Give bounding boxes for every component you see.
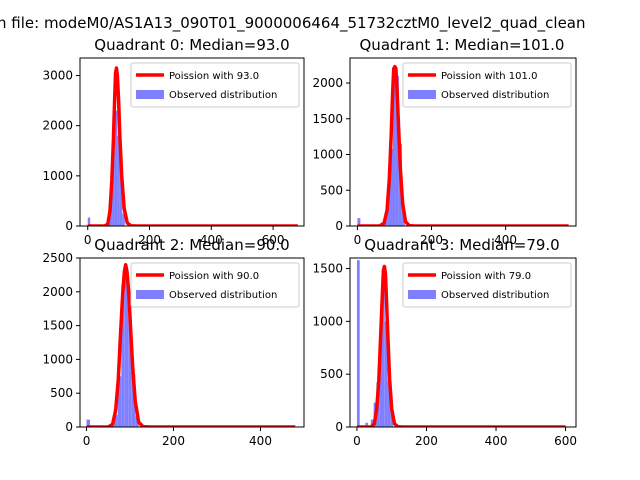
legend-patch-swatch [408, 290, 436, 299]
histogram-bar [114, 110, 118, 226]
panel-3: Quadrant 3: Median=79.00 200 400 6000500100… [312, 236, 577, 448]
x-tick-label: 200 [415, 434, 438, 448]
y-tick-label: 0 [65, 420, 73, 434]
histogram-bar [128, 318, 132, 427]
panel-title: Quadrant 2: Median=90.0 [94, 236, 289, 254]
histogram-bar [124, 268, 129, 427]
x-tick-label: 400 [494, 233, 517, 247]
legend-label: Poission with 79.0 [441, 271, 531, 282]
y-tick-label: 500 [50, 386, 73, 400]
y-tick-label: 1500 [42, 319, 73, 333]
y-tick-label: 1000 [42, 352, 73, 366]
y-tick-label: 2000 [42, 285, 73, 299]
histogram-bar [121, 285, 125, 427]
panel-2: Quadrant 2: Median=90.00 200 4000500100015… [42, 236, 305, 448]
legend-patch-swatch [408, 90, 436, 99]
panel-title: Quadrant 1: Median=101.0 [360, 36, 565, 54]
x-tick-label: 400 [249, 434, 272, 448]
plot-area [86, 263, 296, 427]
legend-label: Poission with 101.0 [441, 71, 537, 82]
chart-panels: Quadrant 0: Median=93.0 0 200 400 600 0 1000 20… [42, 36, 577, 448]
y-tick-label: 500 [320, 183, 343, 197]
histogram-bar [112, 130, 115, 226]
histogram-bar [86, 419, 91, 427]
legend-label: Poission with 90.0 [169, 271, 259, 282]
histogram-bar [114, 414, 118, 427]
y-tick-label: 500 [320, 367, 343, 381]
y-tick-label: 1000 [42, 169, 73, 183]
histogram-bar [381, 283, 385, 427]
panel-title: Quadrant 0: Median=93.0 [94, 36, 289, 54]
histogram-bar [117, 376, 122, 427]
legend-label: Observed distribution [169, 90, 277, 101]
legend-box [402, 262, 572, 308]
histogram-bar [119, 158, 123, 226]
plot-area [87, 66, 298, 226]
y-tick-label: 1500 [312, 262, 343, 276]
panel-0: Quadrant 0: Median=93.0 0 200 400 600 0 1000 20… [42, 36, 305, 247]
x-tick-label: 600 [262, 233, 285, 247]
histogram-bar [356, 260, 360, 427]
x-tick-label: 400 [485, 434, 508, 448]
x-tick-label: 0 [353, 434, 361, 448]
poisson-curve [357, 64, 569, 226]
histogram-bar [122, 213, 125, 226]
x-tick-label: 600 [554, 434, 577, 448]
histogram-bar [370, 419, 374, 427]
legend: Poission with 90.0 Observed distribution [130, 262, 300, 308]
histogram-bar [387, 380, 391, 427]
figure-suptitle: n file: modeM0/AS1A13_090T01_9000006464_… [0, 14, 586, 33]
poisson-curve [87, 66, 298, 226]
x-tick-label: 0 [83, 434, 91, 448]
poisson-curve [356, 264, 566, 427]
panel-title: Quadrant 3: Median=79.0 [364, 236, 559, 254]
y-tick-label: 3000 [42, 69, 73, 83]
legend-label: Poission with 93.0 [169, 71, 259, 82]
y-tick-label: 0 [65, 219, 73, 233]
plot-area [357, 64, 569, 226]
legend: Poission with 79.0 Observed distribution [402, 262, 572, 308]
histogram-bar [390, 148, 393, 226]
y-tick-label: 1000 [312, 148, 343, 162]
legend-label: Observed distribution [441, 290, 549, 301]
legend-box [402, 62, 572, 108]
y-tick-label: 1500 [312, 112, 343, 126]
x-tick-label: 0 [84, 233, 92, 247]
y-tick-label: 1000 [312, 314, 343, 328]
legend-label: Observed distribution [441, 90, 549, 101]
y-tick-label: 0 [335, 219, 343, 233]
y-tick-label: 2000 [42, 119, 73, 133]
y-tick-label: 0 [335, 420, 343, 434]
axes-frame [79, 257, 305, 428]
legend-label: Observed distribution [169, 290, 277, 301]
x-tick-label: 200 [420, 233, 443, 247]
legend: Poission with 101.0 Observed distribution [402, 62, 572, 108]
x-tick-label: 0 [354, 233, 362, 247]
histogram-bar [87, 217, 91, 226]
legend-box [130, 62, 300, 108]
axes-frame [79, 57, 305, 227]
histogram-bar [117, 135, 120, 226]
y-tick-label: 2000 [312, 76, 343, 90]
x-tick-label: 200 [162, 434, 185, 448]
legend: Poission with 93.0 Observed distribution [130, 62, 300, 108]
histogram-bar [395, 75, 399, 226]
histogram-bar [392, 68, 396, 226]
legend-patch-swatch [136, 90, 164, 99]
legend-patch-swatch [136, 290, 164, 299]
axes-frame [349, 257, 577, 428]
panel-1: Quadrant 1: Median=101.0 0 200 400 0 500 1000 1… [312, 36, 577, 247]
legend-box [130, 262, 300, 308]
plot-area [356, 260, 566, 427]
histogram-bar [384, 321, 388, 427]
y-tick-label: 2500 [42, 251, 73, 265]
histogram-bar [365, 422, 369, 427]
histogram-bar [379, 334, 382, 427]
histogram-bar [357, 218, 361, 226]
x-tick-label: 200 [138, 233, 161, 247]
axes-frame [349, 57, 577, 227]
poisson-curve [86, 263, 296, 427]
x-tick-label: 400 [200, 233, 223, 247]
